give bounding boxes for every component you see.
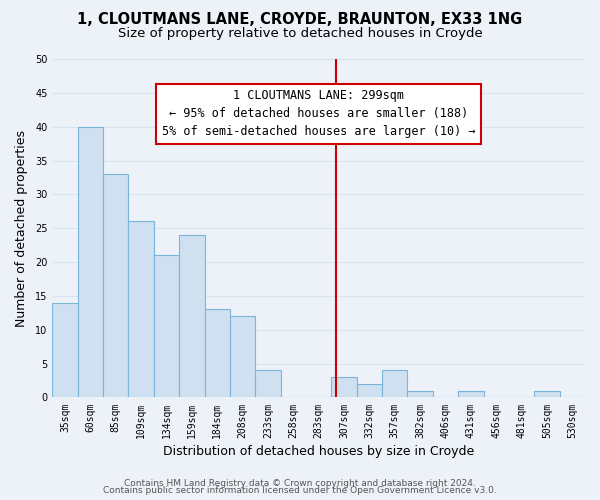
Bar bbox=[255, 370, 281, 398]
Text: Contains public sector information licensed under the Open Government Licence v3: Contains public sector information licen… bbox=[103, 486, 497, 495]
Bar bbox=[230, 316, 255, 398]
Text: Contains HM Land Registry data © Crown copyright and database right 2024.: Contains HM Land Registry data © Crown c… bbox=[124, 478, 476, 488]
Text: 1 CLOUTMANS LANE: 299sqm
← 95% of detached houses are smaller (188)
5% of semi-d: 1 CLOUTMANS LANE: 299sqm ← 95% of detach… bbox=[162, 90, 475, 138]
Bar bbox=[179, 235, 205, 398]
Y-axis label: Number of detached properties: Number of detached properties bbox=[15, 130, 28, 326]
Text: Size of property relative to detached houses in Croyde: Size of property relative to detached ho… bbox=[118, 28, 482, 40]
Bar bbox=[382, 370, 407, 398]
Bar bbox=[77, 126, 103, 398]
Bar bbox=[357, 384, 382, 398]
Text: 1, CLOUTMANS LANE, CROYDE, BRAUNTON, EX33 1NG: 1, CLOUTMANS LANE, CROYDE, BRAUNTON, EX3… bbox=[77, 12, 523, 28]
Bar bbox=[458, 390, 484, 398]
Bar bbox=[103, 174, 128, 398]
Bar bbox=[128, 222, 154, 398]
Bar bbox=[407, 390, 433, 398]
Bar bbox=[534, 390, 560, 398]
Bar bbox=[154, 256, 179, 398]
X-axis label: Distribution of detached houses by size in Croyde: Distribution of detached houses by size … bbox=[163, 444, 474, 458]
Bar bbox=[205, 310, 230, 398]
Bar bbox=[52, 302, 77, 398]
Bar bbox=[331, 377, 357, 398]
